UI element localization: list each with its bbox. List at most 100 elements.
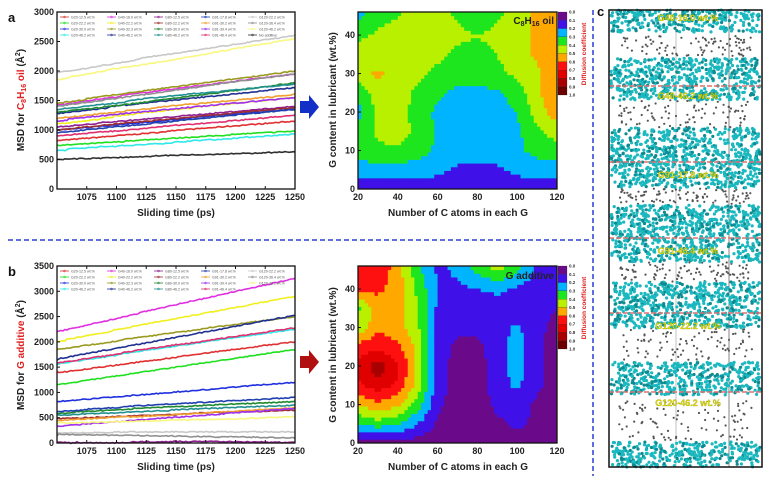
contour-cell [550, 185, 555, 190]
contour-cell [430, 409, 435, 414]
contour-cell [361, 409, 366, 414]
contour-cell [384, 424, 389, 429]
contour-cell [474, 177, 478, 183]
contour-cell [381, 321, 385, 326]
contour-cell [391, 391, 395, 396]
contour-cell [553, 144, 558, 149]
contour-cell [440, 284, 445, 289]
contour-cell [434, 424, 438, 429]
contour-cell [460, 343, 465, 348]
contour-cell [460, 376, 465, 381]
contour-cell [537, 141, 541, 146]
contour-cell [387, 30, 392, 35]
contour-cell [361, 137, 366, 142]
contour-cell [467, 166, 472, 171]
contour-cell [470, 137, 475, 142]
x-tick-label: 1250 [285, 192, 305, 202]
contour-cell [474, 310, 478, 315]
contour-cell [484, 85, 488, 90]
contour-cell [404, 280, 409, 285]
contour-cell [543, 111, 548, 116]
contour-cell [427, 41, 432, 46]
contour-cell [367, 284, 372, 289]
plot-frame [357, 11, 558, 190]
contour-cell [427, 107, 432, 112]
contour-cell [464, 302, 468, 307]
contour-cell [507, 144, 511, 149]
contour-cell [387, 280, 392, 285]
contour-cell [371, 166, 375, 171]
contour-cell [507, 67, 511, 72]
contour-cell [550, 85, 555, 90]
contour-cell [474, 185, 478, 190]
series-line [56, 133, 296, 152]
contour-cell [444, 137, 448, 142]
contour-cell [374, 277, 379, 282]
contour-cell [391, 30, 395, 35]
contour-cell [424, 428, 429, 433]
contour-cell [533, 141, 538, 146]
contour-cell [434, 100, 438, 105]
contour-cell [474, 155, 478, 160]
contour-cell [424, 89, 429, 94]
contour-cell [440, 30, 445, 35]
contour-cell [454, 152, 458, 157]
contour-cell [407, 413, 412, 418]
contour-cell [440, 291, 445, 296]
contour-cell [553, 23, 558, 28]
contour-cell [543, 52, 548, 57]
contour-cell [530, 41, 535, 46]
contour-cell [401, 126, 405, 131]
contour-cell [417, 52, 422, 57]
contour-cell [547, 93, 551, 98]
contour-cell [427, 67, 432, 72]
contour-cell [358, 406, 362, 411]
contour-cell [384, 277, 389, 282]
contour-cell [384, 398, 389, 403]
x-tick-label: 1125 [136, 192, 156, 202]
contour-cell [377, 12, 382, 17]
contour-cell [367, 420, 372, 425]
contour-cell [440, 299, 445, 304]
contour-cell [414, 358, 419, 363]
contour-cell [411, 273, 415, 278]
contour-cell [367, 170, 372, 175]
contour-cell [477, 118, 482, 124]
contour-cell [358, 313, 362, 319]
contour-cell [397, 159, 402, 164]
contour-cell [477, 317, 482, 322]
contour-cell [424, 317, 429, 322]
contour-cell [374, 26, 379, 31]
contour-cell [527, 115, 531, 120]
contour-cell [381, 295, 385, 300]
contour-cell [440, 48, 445, 53]
contour-cell [417, 354, 422, 359]
contour-cell [447, 52, 452, 57]
contour-cell [517, 82, 521, 87]
contour-cell [414, 82, 419, 87]
contour-cell [510, 26, 515, 31]
contour-cell [460, 133, 465, 138]
contour-cell [437, 302, 442, 307]
contour-cell [437, 299, 442, 304]
contour-cell [460, 391, 465, 396]
contour-cell [414, 111, 419, 116]
contour-cell [527, 37, 531, 42]
contour-cell [547, 96, 551, 101]
contour-cell [480, 347, 485, 352]
contour-cell [434, 163, 438, 168]
contour-cell [387, 424, 392, 429]
contour-cell [477, 130, 482, 135]
contour-cell [411, 291, 415, 296]
contour-cell [493, 37, 498, 42]
contour-cell [377, 130, 382, 135]
contour-cell [464, 89, 468, 94]
contour-cell [477, 185, 482, 190]
contour-cell [361, 380, 366, 385]
contour-cell [414, 332, 419, 337]
contour-cell [417, 34, 422, 39]
contour-cell [397, 63, 402, 68]
contour-cell [364, 163, 369, 168]
contour-cell [364, 306, 369, 311]
contour-cell [477, 148, 482, 153]
